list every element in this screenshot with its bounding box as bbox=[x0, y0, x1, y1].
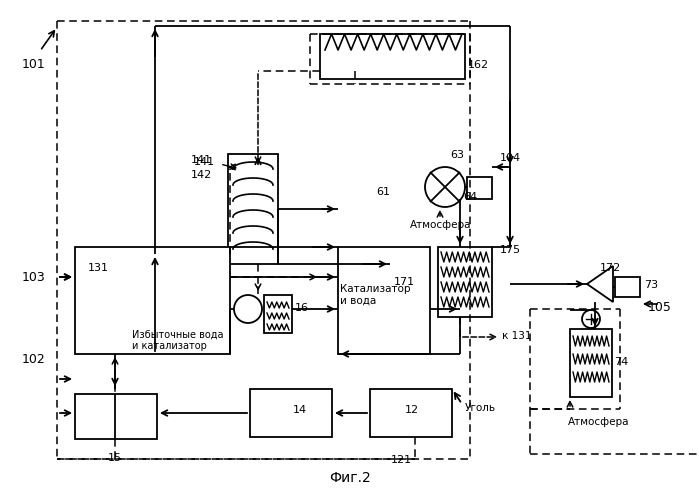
Text: Избыточные вода
и катализатор: Избыточные вода и катализатор bbox=[132, 328, 224, 350]
Text: 63: 63 bbox=[450, 150, 464, 160]
Text: 105: 105 bbox=[648, 301, 672, 314]
Text: 15: 15 bbox=[108, 452, 122, 462]
Text: 74: 74 bbox=[614, 356, 628, 366]
Text: 73: 73 bbox=[644, 280, 658, 289]
Text: Атмосфера: Атмосфера bbox=[410, 220, 472, 229]
Text: 171: 171 bbox=[394, 276, 415, 286]
Text: Уголь: Уголь bbox=[465, 402, 496, 412]
Text: Атмосфера: Атмосфера bbox=[568, 416, 630, 426]
Text: 141: 141 bbox=[194, 157, 215, 167]
Text: 101: 101 bbox=[22, 59, 45, 71]
Text: 162: 162 bbox=[468, 60, 489, 70]
Bar bbox=[75, 247, 230, 354]
Bar bbox=[570, 329, 612, 397]
Bar bbox=[228, 155, 278, 264]
Text: 102: 102 bbox=[22, 353, 45, 366]
Text: 175: 175 bbox=[500, 244, 521, 254]
Text: 61: 61 bbox=[376, 186, 390, 197]
Text: к 131: к 131 bbox=[502, 330, 531, 340]
Bar bbox=[467, 178, 492, 200]
Text: Катализатор
и вода: Катализатор и вода bbox=[340, 284, 410, 305]
Text: 103: 103 bbox=[22, 271, 45, 284]
Text: 12: 12 bbox=[405, 404, 419, 414]
Text: 141: 141 bbox=[191, 155, 212, 164]
Bar bbox=[370, 389, 452, 437]
Text: Фиг.2: Фиг.2 bbox=[329, 470, 371, 484]
Text: 142: 142 bbox=[191, 170, 212, 180]
Bar bbox=[338, 247, 430, 354]
Text: 16: 16 bbox=[295, 303, 309, 312]
Bar bbox=[615, 278, 640, 297]
Text: 104: 104 bbox=[500, 153, 521, 163]
Text: 172: 172 bbox=[600, 263, 621, 272]
Text: 14: 14 bbox=[293, 404, 307, 414]
Text: 64: 64 bbox=[463, 192, 477, 202]
Bar bbox=[320, 35, 465, 80]
Text: 121: 121 bbox=[391, 454, 412, 464]
Bar bbox=[438, 247, 492, 317]
Bar bbox=[75, 394, 157, 439]
Text: 131: 131 bbox=[88, 263, 109, 272]
Bar bbox=[264, 295, 292, 333]
Bar bbox=[250, 389, 332, 437]
